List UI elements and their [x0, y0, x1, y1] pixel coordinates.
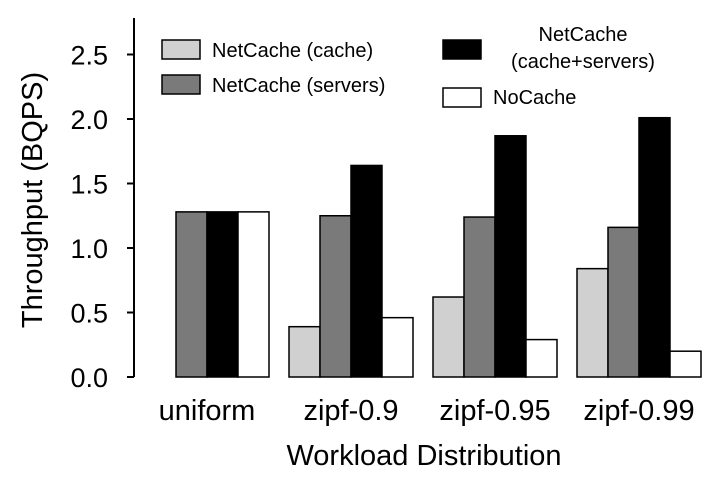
bar-zipf-09-s1 [319, 215, 352, 378]
y-tick-label: 1.5 [70, 170, 108, 200]
bar-zipf-095-s2 [494, 135, 527, 378]
bar-zipf-099-s2 [638, 116, 671, 378]
legend-label-nocache: NoCache [493, 87, 576, 109]
y-tick-label: 1.0 [70, 234, 108, 264]
bar-zipf-099-s1 [607, 226, 640, 378]
x-category-label: zipf-0.99 [583, 395, 694, 427]
bar-zipf-09-s2 [350, 164, 383, 378]
legend-label-netcache-cache-servers-line2: (cache+servers) [511, 51, 655, 73]
legend-label-netcache-servers: NetCache (servers) [212, 75, 385, 97]
legend: NetCache (cache) NetCache (servers) NetC… [161, 24, 655, 109]
legend-label-netcache-cache: NetCache (cache) [212, 40, 373, 62]
x-axis-title: Workload Distribution [286, 440, 561, 472]
bar-uniform-s2 [206, 211, 239, 378]
bar-uniform-s1 [175, 211, 208, 378]
bar-uniform-s3 [237, 211, 270, 378]
x-categories-group: uniform zipf-0.9 zipf-0.95 zipf-0.99 [159, 395, 695, 427]
bar-zipf-09-s0 [288, 325, 321, 378]
bars-group [175, 116, 702, 378]
x-category-label: zipf-0.9 [303, 395, 398, 427]
x-category-label: uniform [159, 395, 256, 427]
bar-zipf-095-s0 [432, 296, 465, 378]
legend-swatch-netcache-cache-servers [442, 39, 482, 60]
legend-swatch-nocache [442, 87, 482, 108]
legend-swatch-netcache-servers [161, 74, 201, 95]
y-tick-label: 0.0 [70, 363, 108, 393]
y-ticks-group: 0.0 0.5 1.0 1.5 2.0 2.5 [70, 41, 134, 393]
legend-swatch-netcache-cache [161, 39, 201, 60]
bar-zipf-099-s0 [576, 267, 609, 378]
x-category-label: zipf-0.95 [439, 395, 550, 427]
y-axis-title: Throughput (BQPS) [17, 72, 49, 328]
bar-zipf-099-s3 [669, 350, 702, 378]
y-tick-label: 2.5 [70, 41, 108, 71]
bar-zipf-095-s1 [463, 216, 496, 378]
legend-label-netcache-cache-servers-line1: NetCache [539, 24, 628, 46]
bar-zipf-095-s3 [525, 338, 558, 378]
y-tick-label: 2.0 [70, 105, 108, 135]
y-tick-label: 0.5 [70, 299, 108, 329]
bar-zipf-09-s3 [381, 316, 414, 378]
